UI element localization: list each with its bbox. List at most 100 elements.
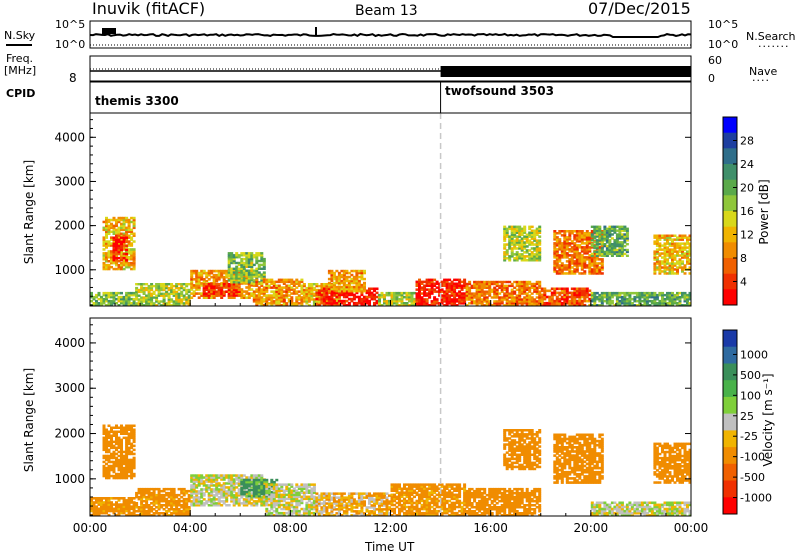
heatmap-cell	[357, 279, 361, 283]
y-tick-label: 4000	[54, 130, 85, 144]
heatmap-cell	[357, 287, 361, 291]
heatmap-cell	[370, 295, 374, 299]
colorbar-tick-label: 24	[740, 158, 754, 171]
heatmap-cell	[150, 497, 154, 501]
heatmap-cell	[240, 281, 244, 284]
heatmap-cell	[558, 301, 562, 305]
heatmap-cell	[102, 299, 106, 303]
heatmap-cell	[520, 257, 524, 260]
nsearch-tick-high: 10^5	[708, 18, 739, 31]
heatmap-cell	[102, 238, 106, 241]
heatmap-cell	[260, 254, 264, 257]
heatmap-cell	[127, 256, 131, 259]
heatmap-cell	[217, 482, 221, 485]
heatmap-cell	[147, 300, 151, 303]
heatmap-cell	[102, 228, 106, 232]
heatmap-cell	[605, 239, 609, 242]
heatmap-cell	[668, 242, 672, 245]
heatmap-cell	[688, 242, 692, 245]
heatmap-cell	[235, 290, 239, 293]
heatmap-cell	[190, 478, 194, 481]
heatmap-cell	[357, 297, 361, 301]
heatmap-cell	[247, 281, 251, 284]
heatmap-cell	[117, 226, 121, 230]
heatmap-cell	[237, 256, 241, 259]
heatmap-cell	[478, 302, 482, 305]
heatmap-cell	[608, 250, 612, 254]
heatmap-cell	[110, 442, 113, 446]
heatmap-cell	[120, 450, 123, 454]
heatmap-cell	[197, 273, 201, 277]
heatmap-cell	[340, 293, 344, 297]
heatmap-cell	[107, 440, 111, 444]
heatmap-cell	[230, 478, 234, 481]
heatmap-cell	[265, 495, 269, 498]
heatmap-cell	[232, 478, 236, 481]
heatmap-cell	[125, 505, 129, 508]
heatmap-cell	[375, 299, 379, 303]
heatmap-cell	[570, 260, 574, 263]
heatmap-cell	[177, 296, 181, 299]
colorbar-swatch	[723, 289, 737, 306]
heatmap-cell	[671, 252, 674, 255]
heatmap-cell	[115, 244, 118, 248]
heatmap-cell	[265, 501, 269, 505]
heatmap-cell	[250, 292, 254, 295]
heatmap-cell	[130, 216, 134, 220]
heatmap-cell	[110, 454, 113, 458]
heatmap-cell	[135, 302, 139, 305]
heatmap-cell	[570, 291, 574, 295]
heatmap-cell	[102, 456, 106, 460]
heatmap-cell	[170, 286, 174, 290]
heatmap-cell	[182, 502, 186, 505]
heatmap-cell	[200, 271, 204, 275]
heatmap-cell	[555, 242, 559, 245]
heatmap-cell	[322, 301, 326, 305]
heatmap-cell	[595, 248, 599, 251]
heatmap-cell	[628, 302, 632, 305]
heatmap-cell	[257, 474, 261, 477]
heatmap-cell	[197, 478, 201, 481]
heatmap-cell	[520, 241, 524, 244]
heatmap-cell	[520, 239, 524, 242]
heatmap-cell	[653, 270, 657, 273]
heatmap-cell	[230, 256, 234, 259]
heatmap-cell	[240, 486, 244, 490]
heatmap-cell	[528, 282, 532, 286]
heatmap-cell	[252, 480, 256, 484]
heatmap-cell	[468, 302, 472, 305]
heatmap-cell	[107, 252, 111, 255]
heatmap-cell	[383, 297, 386, 301]
heatmap-cell	[498, 280, 502, 284]
heatmap-cell	[247, 488, 251, 492]
heatmap-cell	[553, 238, 557, 241]
heatmap-cell	[312, 294, 316, 297]
heatmap-cell	[618, 244, 622, 248]
heatmap-cell	[473, 284, 477, 288]
heatmap-cell	[240, 294, 244, 297]
heatmap-cell	[217, 502, 221, 505]
heatmap-cell	[200, 494, 204, 497]
heatmap-cell	[433, 304, 437, 307]
heatmap-cell	[563, 264, 567, 267]
heatmap-cell	[375, 301, 379, 305]
heatmap-cell	[172, 302, 176, 305]
heatmap-cell	[202, 480, 206, 483]
heatmap-cell	[125, 218, 129, 222]
heatmap-cell	[250, 252, 254, 255]
heatmap-cell	[663, 238, 667, 241]
heatmap-cell	[550, 297, 554, 301]
heatmap-cell	[505, 231, 509, 234]
heatmap-cell	[182, 497, 186, 501]
heatmap-cell	[580, 246, 584, 249]
heatmap-cell	[160, 284, 164, 288]
heatmap-cell	[320, 286, 324, 290]
heatmap-cell	[425, 302, 429, 305]
heatmap-cell	[177, 493, 181, 497]
heatmap-cell	[107, 442, 111, 446]
heatmap-cell	[115, 456, 118, 460]
y-tick-label: 3000	[54, 174, 85, 188]
heatmap-cell	[157, 502, 161, 505]
heatmap-cell	[145, 300, 149, 303]
heatmap-cell	[222, 488, 226, 491]
